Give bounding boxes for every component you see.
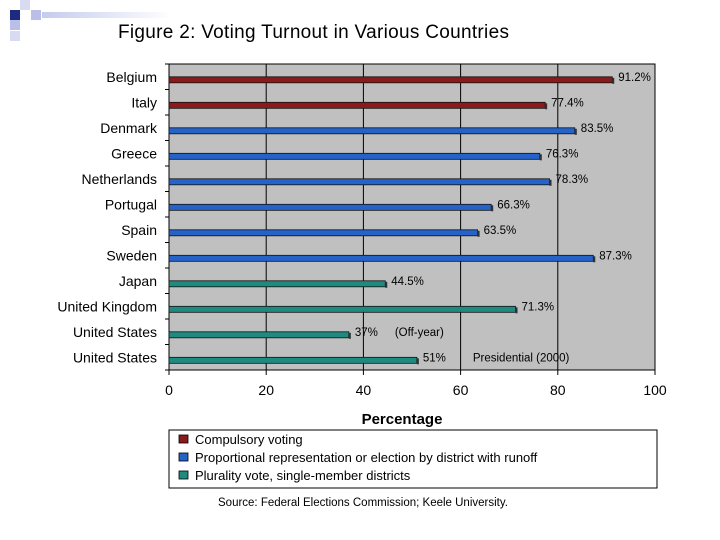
bar — [168, 178, 550, 186]
bar — [168, 356, 418, 364]
slide-decoration-bar — [42, 12, 172, 18]
slide-decoration-square-1 — [10, 10, 20, 20]
bar — [168, 229, 479, 237]
legend-label: Compulsory voting — [195, 432, 303, 447]
bar — [168, 280, 386, 288]
source-note: Source: Federal Elections Commission; Ke… — [218, 497, 508, 509]
value-label: 51% — [423, 352, 446, 364]
value-label: 76.3% — [546, 148, 579, 160]
bar — [168, 76, 613, 84]
annotation-label: (Off-year) — [395, 327, 444, 339]
legend-box — [168, 429, 658, 489]
chart-title: Figure 2: Voting Turnout in Various Coun… — [118, 22, 510, 43]
slide-decoration-square-3 — [20, 0, 30, 10]
category-label: Spain — [121, 222, 157, 238]
category-label: Belgium — [106, 69, 157, 85]
value-label: 37% — [355, 327, 378, 339]
x-tick-label: 60 — [453, 382, 469, 398]
bar-shadow — [385, 281, 388, 288]
slide-decoration-square-2 — [10, 20, 20, 30]
bar — [168, 254, 594, 262]
bar-shadow — [491, 205, 494, 212]
category-label: Greece — [111, 145, 157, 161]
bar — [168, 305, 516, 313]
category-label: United States — [73, 324, 157, 340]
category-label: United States — [73, 349, 157, 365]
category-label: Portugal — [105, 196, 157, 212]
bar — [168, 101, 546, 109]
category-label: Japan — [119, 273, 157, 289]
category-label: Italy — [131, 94, 157, 110]
bar-shadow — [539, 154, 542, 161]
bar-shadow — [477, 230, 480, 237]
x-tick-label: 20 — [258, 382, 274, 398]
bar — [168, 331, 350, 339]
x-tick-label: 100 — [643, 382, 667, 398]
x-tick-label: 80 — [550, 382, 566, 398]
value-label: 63.5% — [484, 225, 517, 237]
bar-shadow — [348, 332, 351, 339]
bar — [168, 152, 541, 160]
bar-shadow — [574, 128, 577, 135]
bar-shadow — [416, 358, 419, 365]
value-label: 77.4% — [551, 97, 584, 109]
bar-shadow — [515, 307, 518, 314]
category-label: Netherlands — [82, 171, 158, 187]
annotation-label: Presidential (2000) — [473, 352, 570, 364]
bar-shadow — [545, 103, 548, 110]
value-label: 83.5% — [581, 123, 614, 135]
slide-decoration-square-5 — [10, 31, 20, 41]
category-label: Denmark — [100, 120, 158, 136]
bar — [168, 203, 492, 211]
legend-label: Proportional representation or election … — [195, 450, 538, 465]
bar-shadow — [593, 256, 596, 263]
legend: Compulsory voting Proportional representa… — [168, 429, 658, 489]
value-label: 91.2% — [618, 72, 651, 84]
value-label: 87.3% — [599, 250, 632, 262]
x-tick-label: 0 — [165, 382, 173, 398]
labels: 0 20 40 60 80 100 Belgium 91.2% Italy 77.4% Denmar… — [57, 69, 667, 428]
plot-area — [165, 63, 656, 375]
value-label: 44.5% — [391, 276, 424, 288]
legend-swatch — [178, 434, 189, 444]
category-label: Sweden — [106, 247, 157, 263]
legend-label: Plurality vote, single-member districts — [195, 468, 411, 483]
x-tick-label: 40 — [356, 382, 372, 398]
category-label: United Kingdom — [57, 298, 157, 314]
bar — [168, 127, 576, 135]
value-label: 78.3% — [556, 174, 589, 186]
slide-decoration-square-4 — [31, 10, 41, 20]
bar-shadow — [612, 77, 615, 84]
legend-swatch — [178, 452, 189, 462]
x-axis-title: Percentage — [362, 411, 443, 428]
bar-shadow — [549, 179, 552, 186]
bars — [168, 76, 615, 365]
legend-swatch — [178, 470, 189, 480]
value-label: 71.3% — [522, 301, 555, 313]
value-label: 66.3% — [497, 199, 530, 211]
plot-background — [168, 63, 656, 371]
